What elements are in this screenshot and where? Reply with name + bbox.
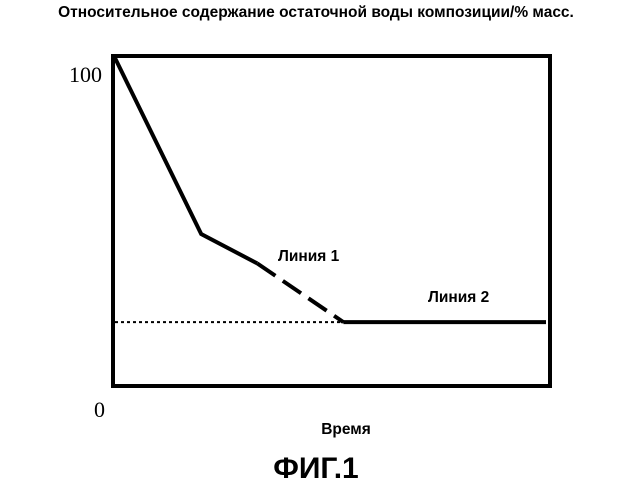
y-tick-label-bottom: 0 [94,397,105,422]
series-layer [115,58,546,322]
plot-area-frame [113,56,550,386]
series-1-segment-1-solid [115,58,257,263]
y-tick-label-top: 100 [69,62,102,87]
series-1-segment-2-dashed [257,263,343,322]
figure-caption: ФИГ.1 [0,452,632,486]
series-label-line-2: Линия 2 [428,289,489,306]
x-axis-label: Время [0,421,632,439]
series-label-line-1: Линия 1 [278,248,340,265]
